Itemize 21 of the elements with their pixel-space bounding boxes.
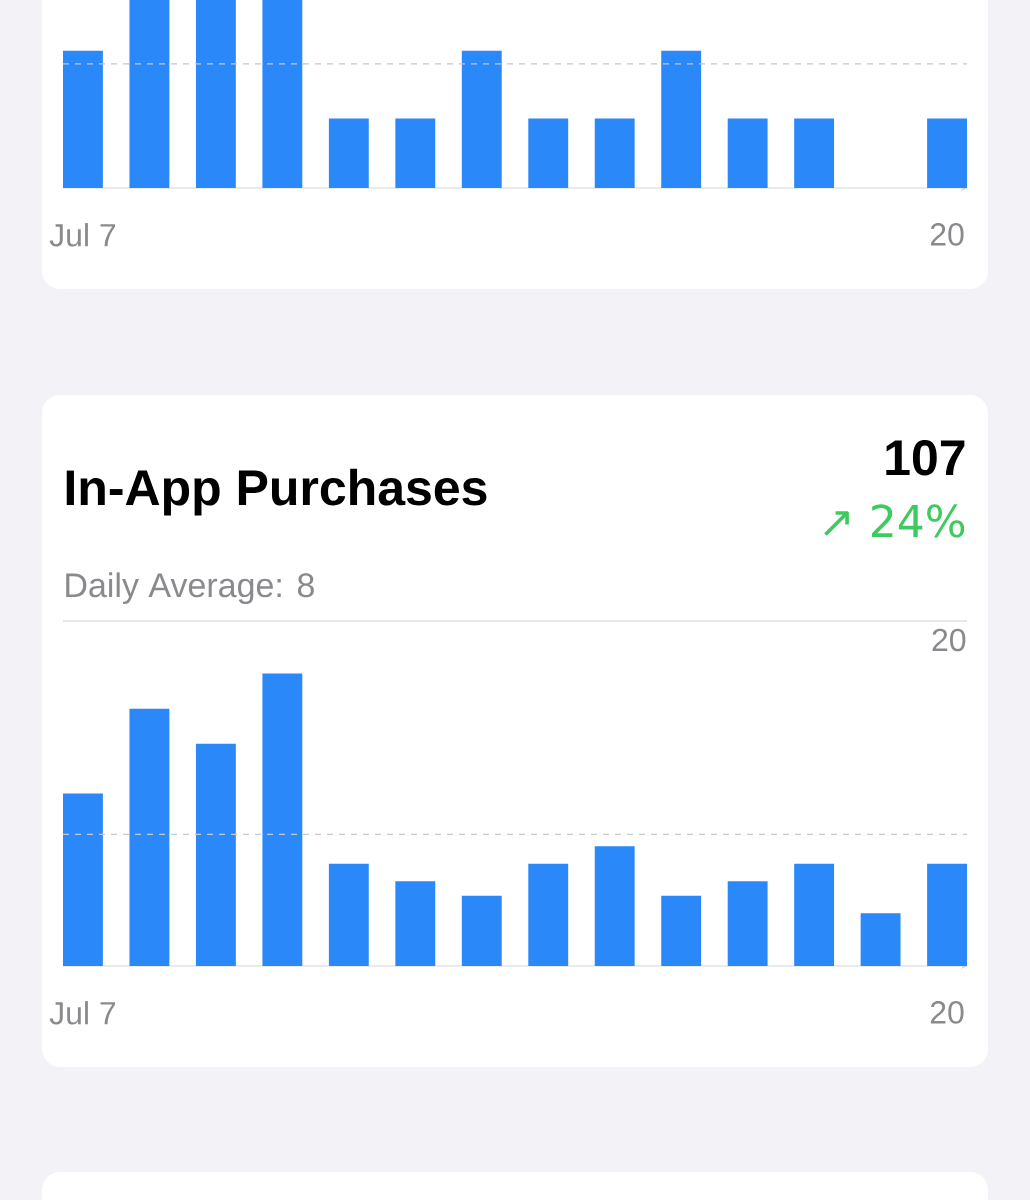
bar [262, 673, 303, 966]
chart-title: In-App Purchases [66, 468, 487, 516]
bar [129, 708, 170, 966]
bar [727, 881, 768, 966]
bar [395, 881, 436, 966]
bar [794, 863, 835, 966]
bar [328, 863, 369, 966]
x-tick-label: Jul 7 [49, 1001, 116, 1025]
text: ↗ 24% [824, 504, 965, 538]
bar [661, 895, 702, 966]
bar [195, 743, 236, 966]
bar [594, 846, 635, 966]
bar [63, 793, 103, 966]
bar [860, 913, 901, 966]
x-tick-label: Jul 7 [49, 223, 116, 247]
bar [528, 863, 569, 966]
text: 20 [932, 628, 966, 652]
bar [927, 863, 967, 966]
bar [461, 895, 502, 966]
chart-subtitle: Daily Average: 8 [66, 572, 314, 605]
text: 107 [886, 440, 965, 476]
